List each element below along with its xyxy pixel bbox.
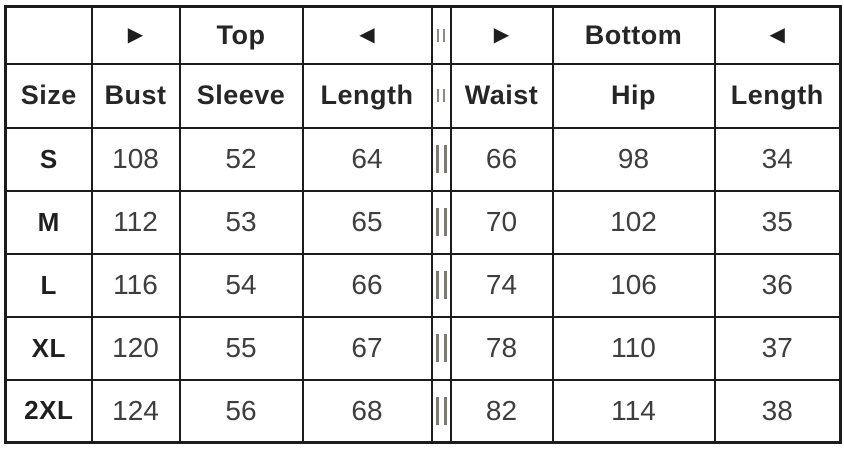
cell-bottom-length: 37 [713,315,842,381]
double-bar-separator-icon [435,396,447,425]
table-row: L 116 54 66 74 106 36 [4,252,842,318]
cell-hip: 106 [551,252,716,318]
cell-bust: 112 [90,189,181,255]
cell-bust: 124 [90,378,181,444]
cell-length: 67 [301,315,433,381]
cell-hip: 114 [551,378,716,444]
cell-size: L [4,252,93,318]
column-header-bust: Bust [90,62,181,129]
cell-waist: 70 [449,189,554,255]
arrow-right-icon: ▶ [127,22,144,47]
cell-bottom-length: 36 [713,252,842,318]
bottom-group-arrow-cell: ▶ [449,5,554,65]
cell-bust: 116 [90,252,181,318]
cell-size: M [4,189,93,255]
cell-waist: 78 [449,315,554,381]
cell-waist: 66 [449,126,554,192]
separator-cell [430,315,452,381]
column-header-size: Size [4,62,93,129]
cell-hip: 102 [551,189,716,255]
separator-cell [430,252,452,318]
double-bar-separator-icon [435,208,447,236]
arrow-right-icon: ▶ [493,22,510,47]
column-header-bottom-length: Length [713,62,842,129]
cell-length: 64 [301,126,433,192]
table-row: S 108 52 64 66 98 34 [4,126,842,192]
column-header-row: Size Bust Sleeve Length Waist Hip Length [4,62,842,129]
table-row: XL 120 55 67 78 110 37 [4,315,842,381]
cell-bottom-length: 34 [713,126,842,192]
double-bar-separator-icon [437,28,445,42]
arrow-left-icon: ◀ [769,22,785,47]
separator-cell [430,126,452,192]
cell-length: 66 [301,252,433,318]
corner-empty-cell [4,5,93,65]
group-header-row: ▶ Top ◀ ▶ Bottom ◀ [4,5,842,65]
top-group-arrow-cell: ▶ [90,5,181,65]
size-chart-table: ▶ Top ◀ ▶ Bottom ◀ Size Bust Sleeve Leng… [4,5,842,444]
double-bar-separator-icon [435,271,447,299]
cell-bottom-length: 35 [713,189,842,255]
table-row: 2XL 124 56 68 82 114 38 [4,378,842,444]
cell-size: XL [4,315,93,381]
cell-sleeve: 54 [178,252,304,318]
cell-waist: 82 [449,378,554,444]
cell-hip: 98 [551,126,716,192]
separator-cell [430,5,452,65]
cell-size: S [4,126,93,192]
cell-sleeve: 52 [178,126,304,192]
cell-sleeve: 53 [178,189,304,255]
cell-length: 68 [301,378,433,444]
separator-cell [430,189,452,255]
cell-bottom-length: 38 [713,378,842,444]
double-bar-separator-icon [435,145,447,173]
arrow-left-icon: ◀ [359,22,375,47]
column-header-waist: Waist [449,62,554,129]
double-bar-separator-icon [437,88,445,102]
column-header-hip: Hip [551,62,716,129]
cell-bust: 108 [90,126,181,192]
separator-cell [430,62,452,129]
column-header-length: Length [301,62,433,129]
separator-cell [430,378,452,444]
bottom-group-arrow-cell: ◀ [713,5,842,65]
column-header-sleeve: Sleeve [178,62,304,129]
cell-sleeve: 56 [178,378,304,444]
cell-sleeve: 55 [178,315,304,381]
cell-waist: 74 [449,252,554,318]
top-group-arrow-cell: ◀ [301,5,433,65]
table-row: M 112 53 65 70 102 35 [4,189,842,255]
double-bar-separator-icon [435,334,447,362]
cell-hip: 110 [551,315,716,381]
cell-bust: 120 [90,315,181,381]
cell-size: 2XL [4,378,93,444]
cell-length: 65 [301,189,433,255]
group-label-top: Top [178,5,304,65]
group-label-bottom: Bottom [551,5,716,65]
